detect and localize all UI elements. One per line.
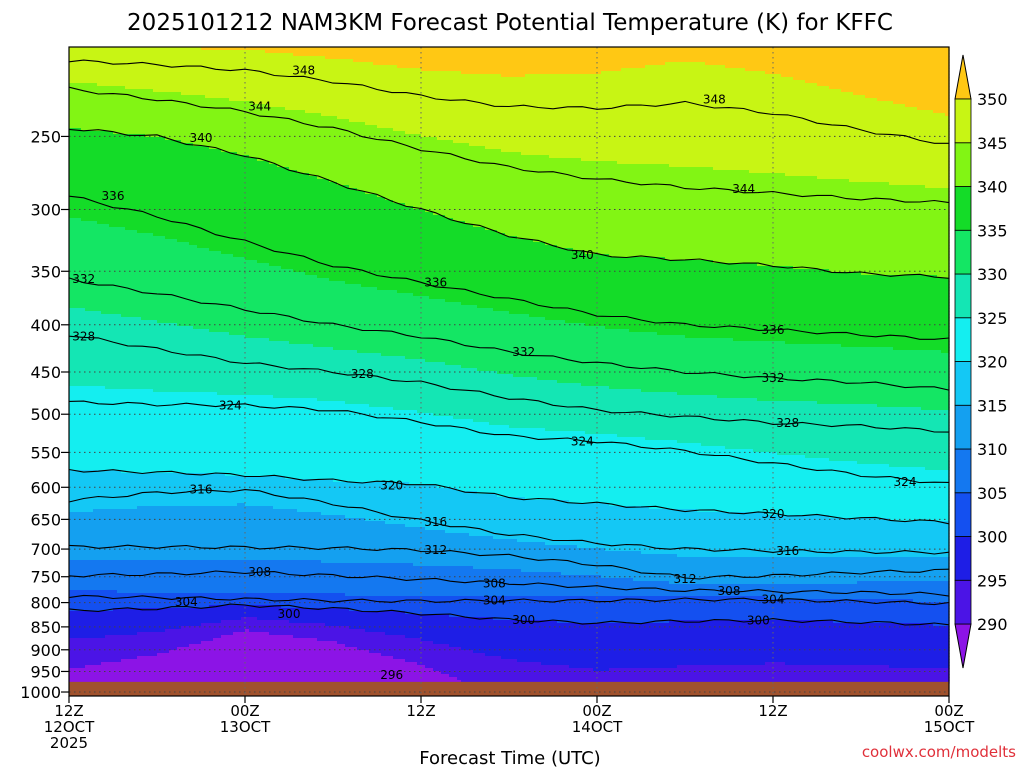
chart-title: 2025101212 NAM3KM Forecast Potential Tem… bbox=[127, 10, 893, 36]
